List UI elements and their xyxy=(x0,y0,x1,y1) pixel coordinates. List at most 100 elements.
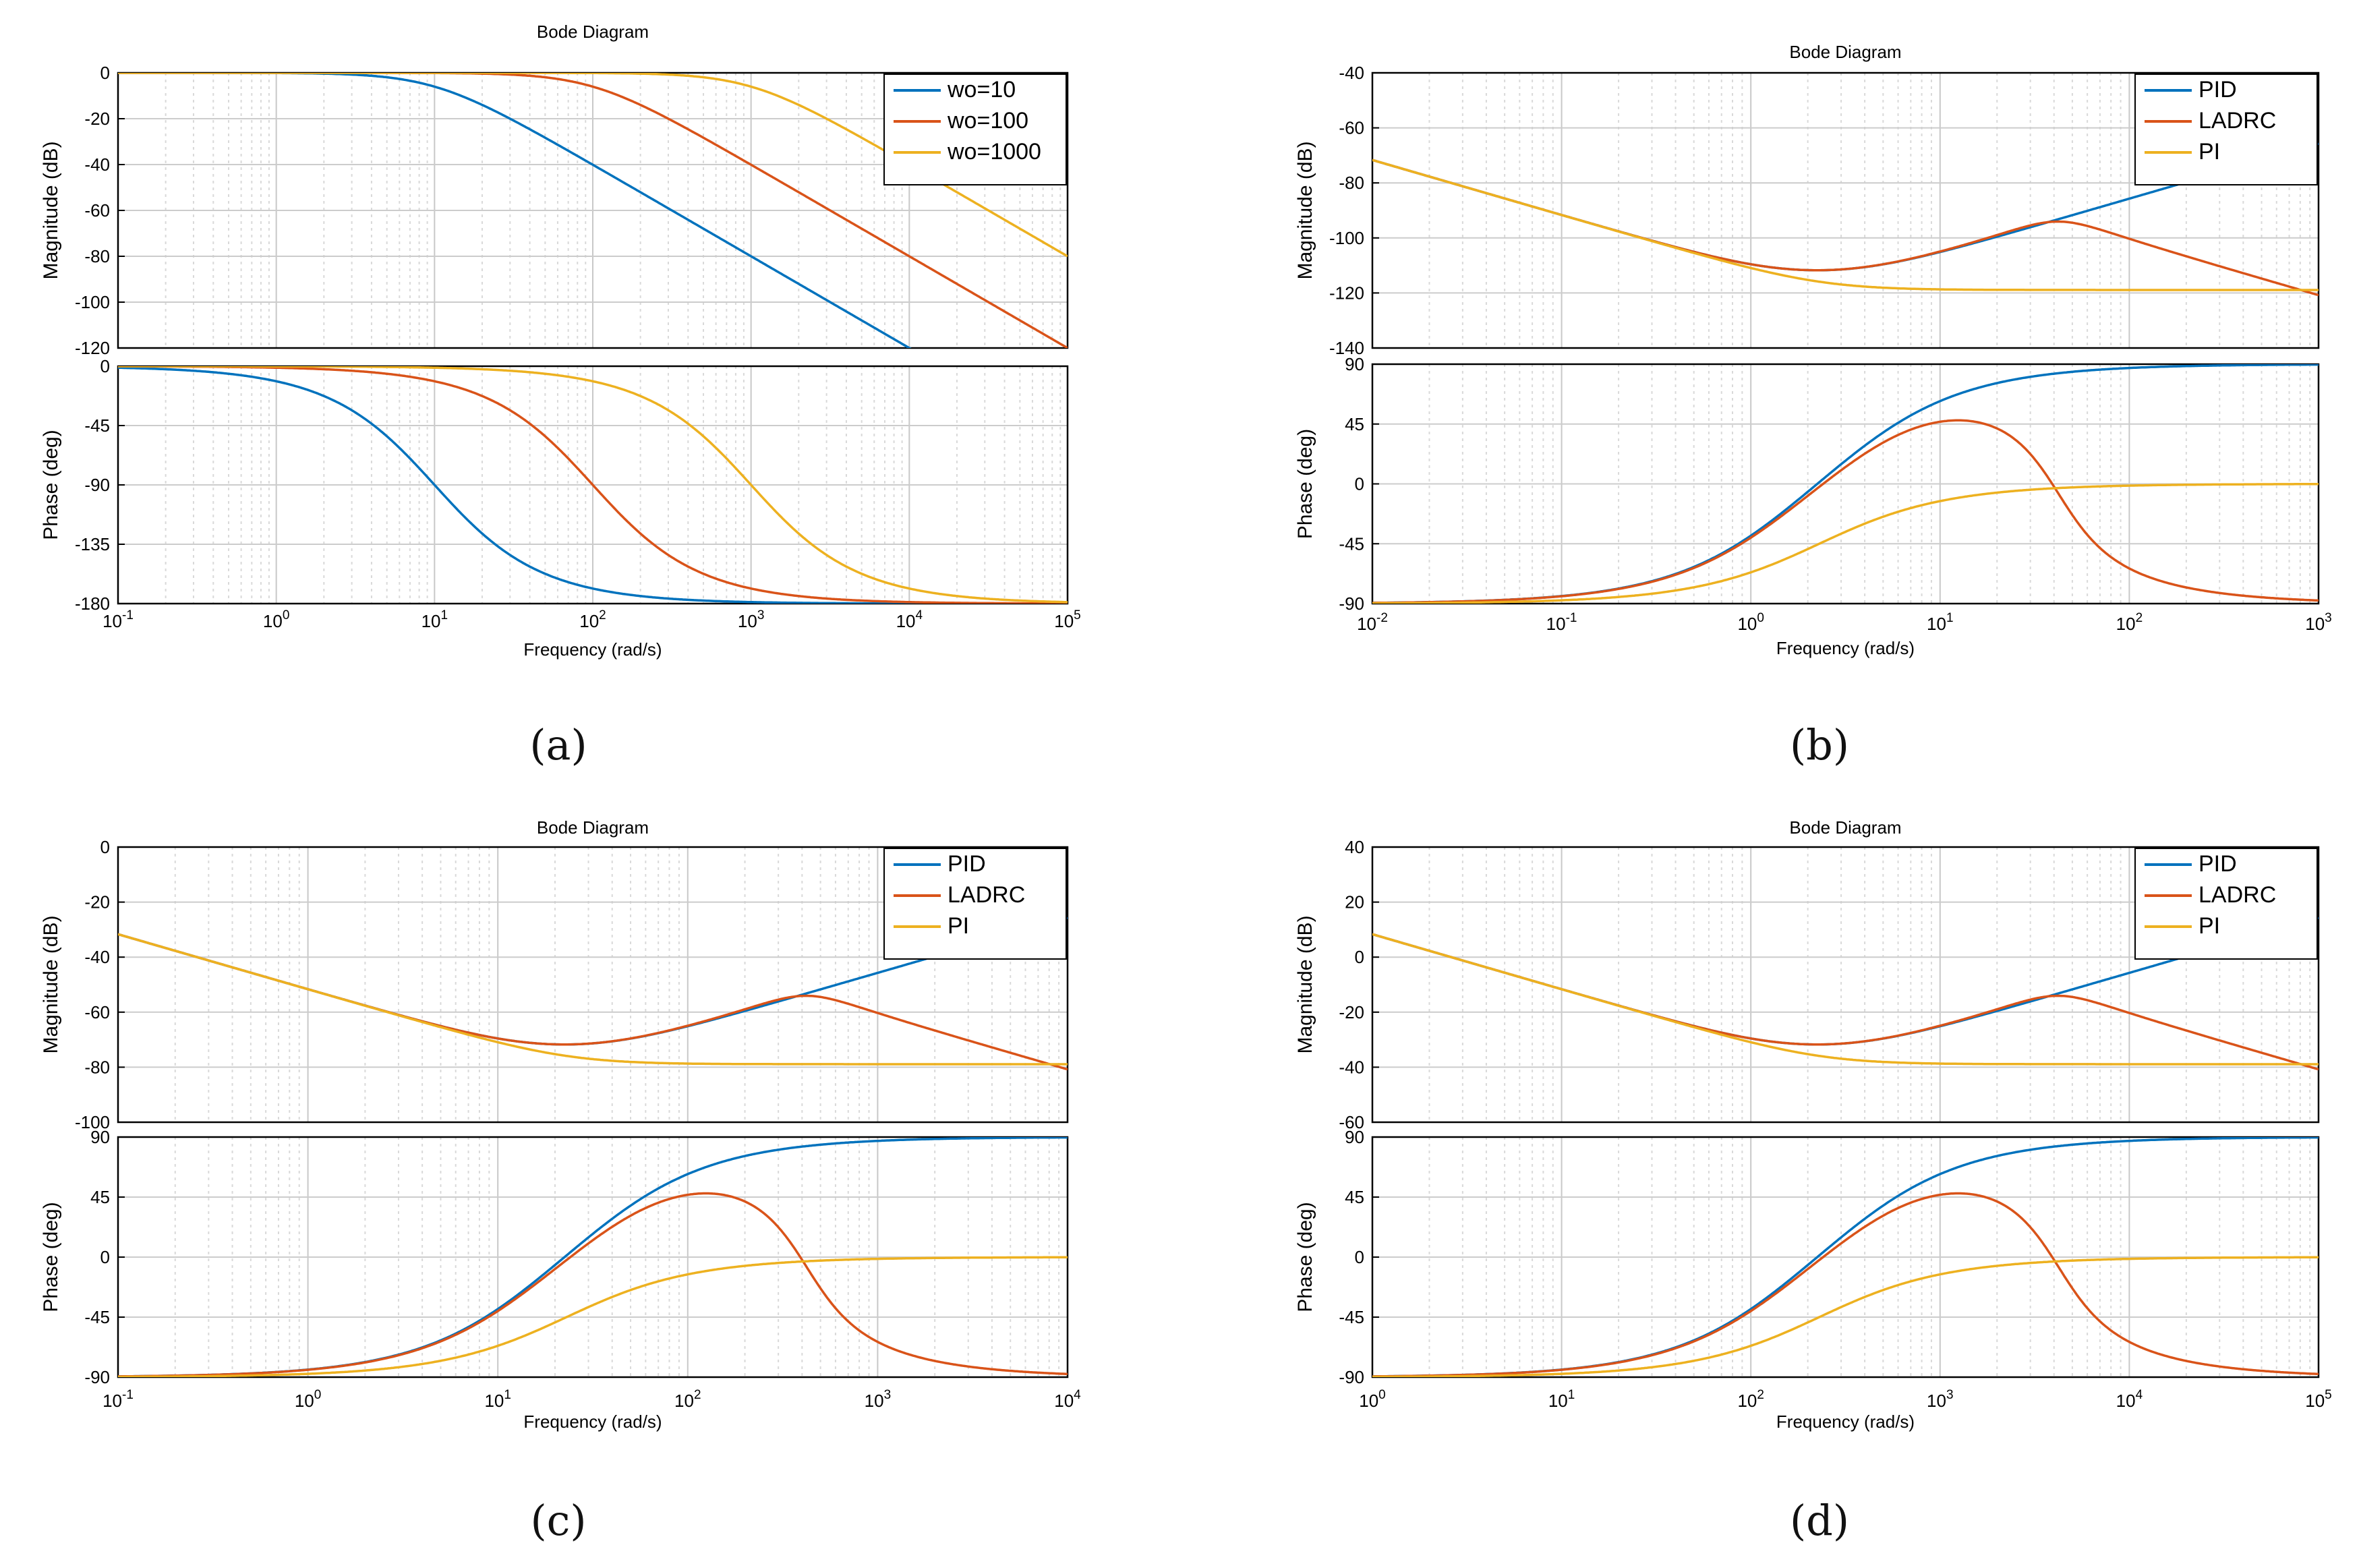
chart-d-mag-ytick-label: 20 xyxy=(1345,892,1364,912)
chart-d-phase-ytick-label: 90 xyxy=(1345,1127,1364,1147)
chart-c-mag-ytick-label: -60 xyxy=(84,1002,110,1022)
chart-b-mag-ylabel: Magnitude (dB) xyxy=(1294,141,1316,279)
chart-a-title: Bode Diagram xyxy=(537,22,649,42)
chart-a-phase-xtick-label: 103 xyxy=(738,608,765,631)
chart-d-mag-ytick-label: -60 xyxy=(1339,1112,1364,1132)
chart-d-phase-ytick-label: -90 xyxy=(1339,1367,1364,1387)
chart-a-phase-xtick-label: 105 xyxy=(1054,608,1081,631)
chart-b-phase-xtick-label: 10-2 xyxy=(1357,611,1388,634)
chart-a-mag-ytick-label: -100 xyxy=(75,292,110,312)
chart-c-mag-ytick-label: -80 xyxy=(84,1057,110,1077)
chart-b-title: Bode Diagram xyxy=(1789,42,1901,62)
chart-c-phase-xtick-label: 101 xyxy=(484,1388,511,1411)
chart-a-xlabel: Frequency (rad/s) xyxy=(523,639,662,660)
chart-d-mag-ylabel: Magnitude (dB) xyxy=(1294,915,1316,1053)
chart-a-phase-xtick-label: 101 xyxy=(421,608,448,631)
chart-a-phase-ytick-label: -90 xyxy=(84,475,110,495)
chart-d-phase-ytick-label: 0 xyxy=(1355,1247,1364,1267)
chart-a-phase-line-wo=1000 xyxy=(118,366,1068,604)
chart-d-mag-ytick-label: -20 xyxy=(1339,1002,1364,1022)
chart-d-mag-ytick-label: 0 xyxy=(1355,947,1364,967)
chart-a-phase-ylabel: Phase (deg) xyxy=(40,430,62,540)
chart-d-legend-label: PID xyxy=(2198,851,2237,877)
chart-a-legend-label: wo=10 xyxy=(947,77,1016,103)
chart-a-phase-ytick-label: -180 xyxy=(75,593,110,614)
chart-c-phase-ytick-label: 90 xyxy=(90,1127,110,1147)
chart-c-legend-box xyxy=(883,848,1067,960)
chart-a-mag-ylabel: Magnitude (dB) xyxy=(40,141,62,279)
chart-a-phase-line-wo=100 xyxy=(118,366,1068,604)
chart-d-mag-frame xyxy=(1371,846,2320,1124)
chart-c-legend-label: LADRC xyxy=(948,882,1025,908)
chart-b-phase-ytick-label: 0 xyxy=(1355,474,1364,494)
chart-b-mag-ytick-label: -80 xyxy=(1339,173,1364,193)
chart-b-mag-ytick-label: -140 xyxy=(1329,338,1364,358)
chart-a-legend: wo=10 wo=100 wo=1000 xyxy=(883,74,1067,185)
panel-label-a: (a) xyxy=(529,720,587,770)
chart-c-mag-ytick-label: -100 xyxy=(75,1112,110,1132)
chart-b-mag-ytick-label: -120 xyxy=(1329,283,1364,303)
chart-c-xlabel: Frequency (rad/s) xyxy=(523,1412,662,1432)
chart-b-legend-box xyxy=(2134,74,2318,185)
chart-b-legend-label: PID xyxy=(2198,77,2237,103)
chart-b-legend-label: LADRC xyxy=(2198,108,2276,134)
chart-c-phase-ytick-label: 0 xyxy=(100,1247,110,1267)
chart-a-phase-ytick-label: 0 xyxy=(100,356,110,376)
chart-b-phase-ytick-label: -45 xyxy=(1339,533,1364,554)
chart-c-phase-xtick-label: 102 xyxy=(674,1388,701,1411)
chart-b-mag-frame xyxy=(1371,71,2320,349)
panel-label-d: (d) xyxy=(1789,1496,1850,1545)
chart-d-phase-xtick-label: 101 xyxy=(1548,1388,1575,1411)
chart-b-legend: PID LADRC PI xyxy=(2134,74,2318,185)
chart-d-phase-line-PI xyxy=(1372,1256,2319,1377)
chart-b-phase-xtick-label: 101 xyxy=(1927,611,1954,634)
chart-b-phase-ytick-label: 90 xyxy=(1345,354,1364,374)
chart-b-phase-ytick-label: -90 xyxy=(1339,593,1364,614)
chart-d-legend-label: LADRC xyxy=(2198,882,2276,908)
chart-c-legend: PID LADRC PI xyxy=(883,848,1067,960)
chart-a-mag-ytick-label: -40 xyxy=(84,154,110,175)
chart-a-phase-xtick-label: 10-1 xyxy=(103,608,134,631)
chart-d-phase-xtick-label: 103 xyxy=(1927,1388,1954,1411)
chart-c-mag-ytick-label: -40 xyxy=(84,947,110,967)
chart-b-legend-label: PI xyxy=(2198,139,2220,165)
chart-b-mag-ytick-label: -100 xyxy=(1329,228,1364,248)
chart-d-legend-label: PI xyxy=(2198,913,2220,939)
chart-b-phase-xtick-label: 102 xyxy=(2116,611,2143,634)
chart-a-phase-xtick-label: 102 xyxy=(579,608,606,631)
chart-b-phase-line-PI xyxy=(1372,483,2319,604)
chart-a-phase-xtick-label: 104 xyxy=(896,608,923,631)
chart-c-legend-label: PID xyxy=(948,851,986,877)
chart-d-phase-line-LADRC xyxy=(1372,1192,2319,1377)
chart-a-legend-box xyxy=(883,74,1067,185)
chart-a-phase-ytick-label: -45 xyxy=(84,415,110,436)
chart-d-legend: PID LADRC PI xyxy=(2134,848,2318,960)
chart-b-phase-xtick-label: 103 xyxy=(2305,611,2332,634)
chart-c-phase-line-PI xyxy=(118,1256,1068,1377)
chart-c-mag-axes: 0 -20 -40 -60 -80 -100 Magnitude (dB) xyxy=(40,837,1069,1132)
chart-d-phase-ytick-label: 45 xyxy=(1345,1187,1364,1207)
chart-b-mag-ytick-label: -40 xyxy=(1339,63,1364,83)
chart-d-mag-line-PI xyxy=(1372,933,2319,1066)
chart-a-phase-xtick-label: 100 xyxy=(263,608,290,631)
panel-label-b: (b) xyxy=(1789,720,1850,770)
chart-b-mag-ytick-label: -60 xyxy=(1339,118,1364,138)
chart-d-xlabel: Frequency (rad/s) xyxy=(1776,1412,1915,1432)
chart-c-phase-ytick-label: 45 xyxy=(90,1187,110,1207)
chart-c-mag-frame xyxy=(117,846,1069,1124)
chart-c-phase-xtick-label: 103 xyxy=(865,1388,892,1411)
chart-c-phase-xtick-label: 104 xyxy=(1054,1388,1081,1411)
chart-b-phase-ytick-label: 45 xyxy=(1345,414,1364,434)
chart-c-mag-line-PI xyxy=(118,933,1068,1066)
chart-a-legend-label: wo=100 xyxy=(947,108,1028,134)
chart-b-phase-line-LADRC xyxy=(1372,419,2319,604)
chart-c-mag-ytick-label: 0 xyxy=(100,837,110,857)
chart-a-legend-label: wo=1000 xyxy=(947,139,1041,165)
chart-d-phase-xtick-label: 105 xyxy=(2305,1388,2332,1411)
chart-c-phase-line-LADRC xyxy=(118,1192,1068,1377)
chart-d-phase-ytick-label: -45 xyxy=(1339,1307,1364,1327)
chart-c-title: Bode Diagram xyxy=(537,817,649,838)
